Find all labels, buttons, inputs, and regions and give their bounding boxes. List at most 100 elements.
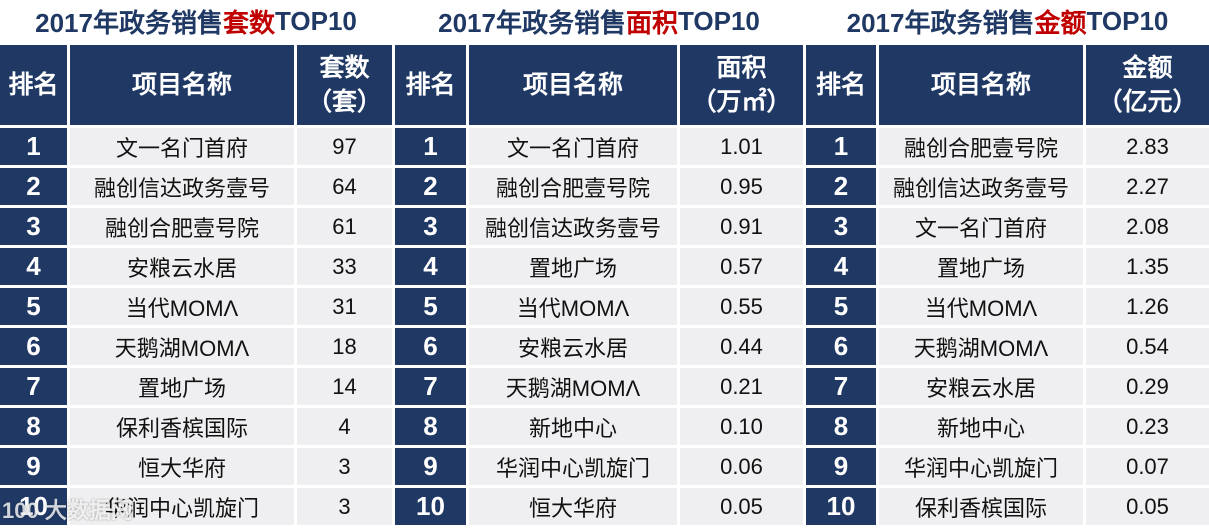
header-rank-text: 排名 (815, 71, 866, 99)
rank-cell: 8 (0, 408, 67, 445)
rank-cell: 9 (0, 448, 67, 485)
table-panel-1: 2017年政务销售 套数 TOP10 排名 项目名称 套数 （套） 1 文一名门首府 97 2 融创信… (0, 0, 392, 529)
header-project-name: 项目名称 (879, 45, 1083, 125)
value-cell: 0.06 (680, 448, 803, 485)
table-row: 4 置地广场 1.35 (806, 248, 1209, 285)
panel-title-highlight: 面积 (625, 7, 678, 38)
rank-cell: 5 (395, 288, 466, 325)
project-name-cell: 华润中心凯旋门 (70, 488, 294, 525)
value-cell: 0.29 (1086, 368, 1209, 405)
value-cell: 1.35 (1086, 248, 1209, 285)
panel-title-prefix: 2017年政务销售 (35, 7, 223, 38)
header-rank: 排名 (395, 45, 466, 125)
header-value-text: （亿元） (1097, 88, 1198, 116)
panel-title: 2017年政务销售 套数 TOP10 (0, 0, 392, 42)
project-name-cell: 置地广场 (879, 248, 1083, 285)
project-name-cell: 天鹅湖MOMΛ (70, 328, 294, 365)
value-cell: 18 (297, 328, 392, 365)
header-value: 面积 （万㎡） (680, 45, 803, 125)
value-cell: 0.44 (680, 328, 803, 365)
project-name-cell: 文一名门首府 (469, 128, 677, 165)
rank-cell: 2 (0, 168, 67, 205)
table-row: 6 安粮云水居 0.44 (395, 328, 803, 365)
table-row: 1 文一名门首府 97 (0, 128, 392, 165)
value-cell: 0.10 (680, 408, 803, 445)
value-cell: 4 (297, 408, 392, 445)
panel-title-highlight: 套数 (222, 7, 275, 38)
header-value: 套数 （套） (297, 45, 392, 125)
table-row: 5 当代MOMΛ 31 (0, 288, 392, 325)
value-cell: 61 (297, 208, 392, 245)
project-name-cell: 当代MOMΛ (879, 288, 1083, 325)
table-row: 5 当代MOMΛ 0.55 (395, 288, 803, 325)
project-name-cell: 保利香槟国际 (879, 488, 1083, 525)
panel-title-highlight: 金额 (1034, 7, 1087, 38)
value-cell: 31 (297, 288, 392, 325)
table-row: 9 华润中心凯旋门 0.07 (806, 448, 1209, 485)
rank-cell: 9 (806, 448, 876, 485)
project-name-cell: 融创合肥壹号院 (469, 168, 677, 205)
rank-cell: 10 (0, 488, 67, 525)
project-name-cell: 融创信达政务壹号 (469, 208, 677, 245)
value-cell: 0.95 (680, 168, 803, 205)
table-row: 7 天鹅湖MOMΛ 0.21 (395, 368, 803, 405)
value-cell: 1.01 (680, 128, 803, 165)
rank-cell: 6 (0, 328, 67, 365)
header-value-text: （万㎡） (691, 88, 792, 116)
project-name-cell: 当代MOMΛ (70, 288, 294, 325)
header-rank: 排名 (806, 45, 876, 125)
project-name-cell: 融创信达政务壹号 (70, 168, 294, 205)
header-value-text: 面积 (716, 54, 767, 82)
value-cell: 97 (297, 128, 392, 165)
rank-cell: 2 (806, 168, 876, 205)
value-cell: 33 (297, 248, 392, 285)
rank-cell: 7 (395, 368, 466, 405)
project-name-cell: 新地中心 (879, 408, 1083, 445)
value-cell: 64 (297, 168, 392, 205)
project-name-cell: 融创信达政务壹号 (879, 168, 1083, 205)
rank-cell: 7 (806, 368, 876, 405)
value-cell: 14 (297, 368, 392, 405)
header-value-text: （套） (306, 88, 382, 116)
rank-cell: 4 (0, 248, 67, 285)
rank-cell: 5 (806, 288, 876, 325)
panel-title-suffix: TOP10 (274, 5, 357, 36)
header-project-name-text: 项目名称 (131, 71, 232, 99)
project-name-cell: 天鹅湖MOMΛ (879, 328, 1083, 365)
rank-cell: 6 (395, 328, 466, 365)
value-cell: 0.21 (680, 368, 803, 405)
table-row: 10 保利香槟国际 0.05 (806, 488, 1209, 525)
table-row: 2 融创信达政务壹号 2.27 (806, 168, 1209, 205)
rank-cell: 6 (806, 328, 876, 365)
table-row: 1 文一名门首府 1.01 (395, 128, 803, 165)
rank-cell: 1 (806, 128, 876, 165)
project-name-cell: 安粮云水居 (879, 368, 1083, 405)
rank-cell: 5 (0, 288, 67, 325)
project-name-cell: 融创合肥壹号院 (879, 128, 1083, 165)
table-row: 1 融创合肥壹号院 2.83 (806, 128, 1209, 165)
table-panel-3: 2017年政务销售 金额 TOP10 排名 项目名称 金额 （亿元） 1 融创合肥壹号院 2.83… (806, 0, 1209, 529)
table-row: 10 华润中心凯旋门 3 (0, 488, 392, 525)
panel-title: 2017年政务销售 面积 TOP10 (395, 0, 803, 42)
value-cell: 0.54 (1086, 328, 1209, 365)
project-name-cell: 保利香槟国际 (70, 408, 294, 445)
project-name-cell: 融创合肥壹号院 (70, 208, 294, 245)
rank-cell: 2 (395, 168, 466, 205)
project-name-cell: 安粮云水居 (469, 328, 677, 365)
value-cell: 3 (297, 448, 392, 485)
table-row: 10 恒大华府 0.05 (395, 488, 803, 525)
project-name-cell: 恒大华府 (469, 488, 677, 525)
table-row: 7 安粮云水居 0.29 (806, 368, 1209, 405)
project-name-cell: 文一名门首府 (879, 208, 1083, 245)
header-value-text: 套数 (319, 54, 370, 82)
value-cell: 2.27 (1086, 168, 1209, 205)
rank-cell: 8 (395, 408, 466, 445)
header-project-name: 项目名称 (70, 45, 294, 125)
header-rank-text: 排名 (8, 71, 59, 99)
table-row: 8 新地中心 0.10 (395, 408, 803, 445)
header-project-name-text: 项目名称 (522, 71, 623, 99)
project-name-cell: 天鹅湖MOMΛ (469, 368, 677, 405)
rank-cell: 7 (0, 368, 67, 405)
table-row: 3 文一名门首府 2.08 (806, 208, 1209, 245)
